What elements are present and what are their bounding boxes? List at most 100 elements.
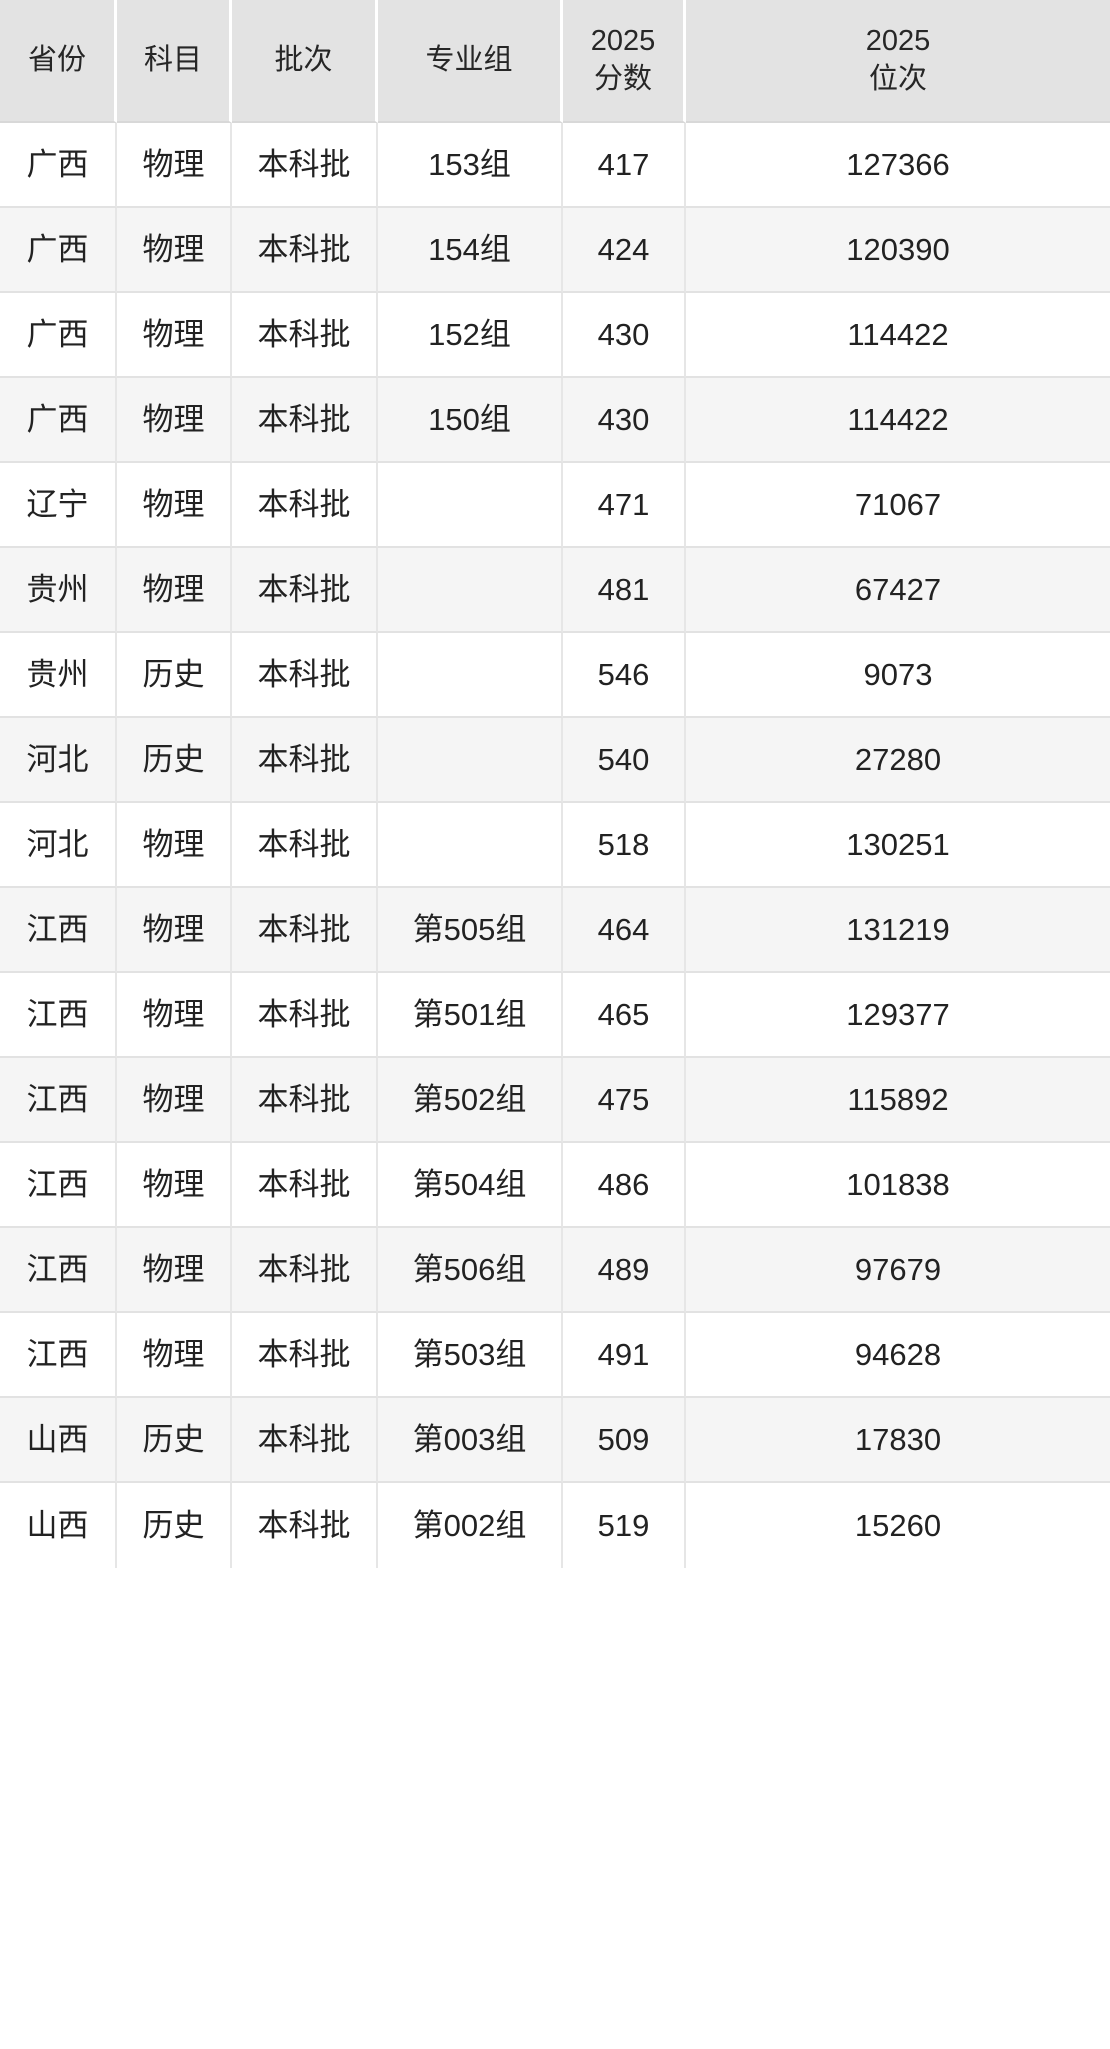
cell-score: 465 — [563, 973, 686, 1058]
table-row[interactable]: 江西 物理 本科批 第504组 486 101838 — [0, 1143, 1110, 1228]
cell-rank: 120390 — [686, 208, 1110, 293]
cell-score: 519 — [563, 1483, 686, 1568]
cell-score: 471 — [563, 463, 686, 548]
table-row[interactable]: 辽宁 物理 本科批 471 71067 — [0, 463, 1110, 548]
cell-subject: 物理 — [117, 888, 232, 973]
cell-group: 152组 — [378, 293, 563, 378]
table-row[interactable]: 广西 物理 本科批 150组 430 114422 — [0, 378, 1110, 463]
cell-score: 464 — [563, 888, 686, 973]
column-header-batch[interactable]: 批次 — [232, 0, 378, 123]
cell-score: 430 — [563, 378, 686, 463]
column-header-subject[interactable]: 科目 — [117, 0, 232, 123]
table-row[interactable]: 广西 物理 本科批 154组 424 120390 — [0, 208, 1110, 293]
cell-province: 广西 — [0, 378, 117, 463]
cell-subject: 物理 — [117, 803, 232, 888]
table-row[interactable]: 山西 历史 本科批 第002组 519 15260 — [0, 1483, 1110, 1568]
cell-province: 贵州 — [0, 548, 117, 633]
cell-subject: 物理 — [117, 208, 232, 293]
cell-province: 辽宁 — [0, 463, 117, 548]
cell-score: 417 — [563, 123, 686, 208]
cell-batch: 本科批 — [232, 633, 378, 718]
cell-batch: 本科批 — [232, 378, 378, 463]
cell-score: 546 — [563, 633, 686, 718]
cell-province: 广西 — [0, 208, 117, 293]
table-row[interactable]: 广西 物理 本科批 152组 430 114422 — [0, 293, 1110, 378]
cell-batch: 本科批 — [232, 1398, 378, 1483]
cell-rank: 129377 — [686, 973, 1110, 1058]
cell-group: 第504组 — [378, 1143, 563, 1228]
cell-rank: 114422 — [686, 378, 1110, 463]
table-row[interactable]: 江西 物理 本科批 第502组 475 115892 — [0, 1058, 1110, 1143]
cell-score: 475 — [563, 1058, 686, 1143]
cell-province: 广西 — [0, 123, 117, 208]
cell-group — [378, 803, 563, 888]
cell-batch: 本科批 — [232, 293, 378, 378]
cell-province: 河北 — [0, 718, 117, 803]
cell-rank: 131219 — [686, 888, 1110, 973]
cell-batch: 本科批 — [232, 973, 378, 1058]
cell-province: 山西 — [0, 1398, 117, 1483]
cell-rank: 130251 — [686, 803, 1110, 888]
cell-rank: 97679 — [686, 1228, 1110, 1313]
cell-rank: 94628 — [686, 1313, 1110, 1398]
cell-batch: 本科批 — [232, 1058, 378, 1143]
cell-province: 江西 — [0, 1058, 117, 1143]
cell-rank: 114422 — [686, 293, 1110, 378]
table-row[interactable]: 江西 物理 本科批 第506组 489 97679 — [0, 1228, 1110, 1313]
table-row[interactable]: 广西 物理 本科批 153组 417 127366 — [0, 123, 1110, 208]
table-row[interactable]: 河北 历史 本科批 540 27280 — [0, 718, 1110, 803]
cell-score: 424 — [563, 208, 686, 293]
cell-score: 491 — [563, 1313, 686, 1398]
cell-subject: 物理 — [117, 293, 232, 378]
table-row[interactable]: 河北 物理 本科批 518 130251 — [0, 803, 1110, 888]
cell-subject: 物理 — [117, 1228, 232, 1313]
cell-batch: 本科批 — [232, 208, 378, 293]
cell-subject: 物理 — [117, 123, 232, 208]
cell-group: 150组 — [378, 378, 563, 463]
cell-group: 第501组 — [378, 973, 563, 1058]
cell-batch: 本科批 — [232, 463, 378, 548]
cell-group: 154组 — [378, 208, 563, 293]
table-row[interactable]: 山西 历史 本科批 第003组 509 17830 — [0, 1398, 1110, 1483]
cell-score: 518 — [563, 803, 686, 888]
table-header: 省份 科目 批次 专业组 2025 分数 2025 位次 — [0, 0, 1110, 123]
cell-batch: 本科批 — [232, 803, 378, 888]
cell-province: 山西 — [0, 1483, 117, 1568]
cell-rank: 71067 — [686, 463, 1110, 548]
cell-batch: 本科批 — [232, 1228, 378, 1313]
table-row[interactable]: 贵州 物理 本科批 481 67427 — [0, 548, 1110, 633]
column-header-rank[interactable]: 2025 位次 — [686, 0, 1110, 123]
cell-rank: 27280 — [686, 718, 1110, 803]
table-row[interactable]: 贵州 历史 本科批 546 9073 — [0, 633, 1110, 718]
table-row[interactable]: 江西 物理 本科批 第501组 465 129377 — [0, 973, 1110, 1058]
cell-group — [378, 718, 563, 803]
table-row[interactable]: 江西 物理 本科批 第503组 491 94628 — [0, 1313, 1110, 1398]
cell-subject: 物理 — [117, 973, 232, 1058]
table-row[interactable]: 江西 物理 本科批 第505组 464 131219 — [0, 888, 1110, 973]
column-header-province[interactable]: 省份 — [0, 0, 117, 123]
cell-rank: 101838 — [686, 1143, 1110, 1228]
admission-score-table: 省份 科目 批次 专业组 2025 分数 2025 位次 广西 物理 本科批 153组… — [0, 0, 1110, 1568]
column-header-score[interactable]: 2025 分数 — [563, 0, 686, 123]
cell-rank: 127366 — [686, 123, 1110, 208]
cell-subject: 历史 — [117, 718, 232, 803]
cell-group: 第003组 — [378, 1398, 563, 1483]
cell-group: 第505组 — [378, 888, 563, 973]
cell-province: 江西 — [0, 1313, 117, 1398]
cell-province: 贵州 — [0, 633, 117, 718]
cell-province: 广西 — [0, 293, 117, 378]
cell-group: 153组 — [378, 123, 563, 208]
cell-batch: 本科批 — [232, 1483, 378, 1568]
cell-subject: 物理 — [117, 1143, 232, 1228]
cell-province: 河北 — [0, 803, 117, 888]
cell-score: 481 — [563, 548, 686, 633]
column-header-group[interactable]: 专业组 — [378, 0, 563, 123]
cell-subject: 历史 — [117, 633, 232, 718]
cell-rank: 15260 — [686, 1483, 1110, 1568]
cell-score: 486 — [563, 1143, 686, 1228]
cell-subject: 物理 — [117, 1058, 232, 1143]
cell-score: 430 — [563, 293, 686, 378]
table-body: 广西 物理 本科批 153组 417 127366 广西 物理 本科批 154组 424 120390… — [0, 123, 1110, 1568]
cell-rank: 17830 — [686, 1398, 1110, 1483]
cell-group — [378, 633, 563, 718]
